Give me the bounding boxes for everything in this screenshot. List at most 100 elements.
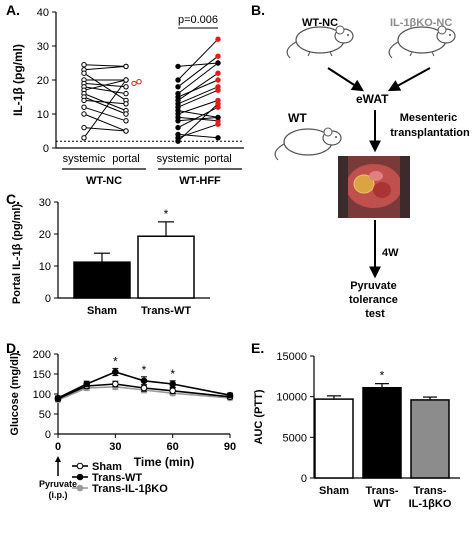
d-significance: * <box>142 363 147 377</box>
a-pair-line <box>177 62 219 67</box>
c-significance: * <box>164 207 169 221</box>
a-systemic-point <box>175 63 181 70</box>
a-y-tick-label: 0 <box>43 143 49 155</box>
d-point <box>140 384 148 392</box>
a-systemic-point <box>81 61 87 68</box>
a-portal-point <box>215 87 221 93</box>
c-y-axis-label: Portal IL-1β (pg/ml) <box>11 204 23 305</box>
a-pair-line <box>177 86 219 105</box>
d-legend-label: Trans-WT <box>92 472 142 484</box>
a-systemic-point <box>175 124 181 131</box>
a-pair-line <box>83 72 127 101</box>
mouse-il1bko-label: IL-1βKO-NC <box>390 17 452 29</box>
a-x-tick-label: portal <box>204 153 232 165</box>
a-pair-line <box>177 72 219 101</box>
a-pair-line <box>83 79 127 91</box>
e-bar <box>362 386 402 479</box>
c-bar <box>73 261 131 299</box>
a-portal-point <box>215 77 221 83</box>
a-pair-line <box>83 96 127 115</box>
mouse-wt-nc-label: WT-NC <box>302 17 338 29</box>
a-y-tick-label: 40 <box>37 7 49 19</box>
panel-label-c: C. <box>6 191 20 207</box>
panel-c-chart: 0 10 20 30 Portal IL-1β (pg/ml) Sham Trans-WT * <box>11 197 210 317</box>
mouse-il1bko-icon <box>388 25 456 59</box>
a-pair-line <box>177 38 219 81</box>
e-y-tick-label: 10000 <box>276 392 307 404</box>
d-series-line <box>57 385 231 401</box>
d-x-tick-label: 30 <box>109 441 121 453</box>
d-legend-label: Trans-IL-1βKO <box>92 483 168 495</box>
d-x-tick-label: 60 <box>167 441 179 453</box>
procedure-label: Mesenteric transplantation <box>390 112 470 139</box>
d-legend-marker <box>76 462 84 470</box>
d-y-tick-label: 150 <box>33 369 51 381</box>
c-category-label: Sham <box>87 305 117 317</box>
a-systemic-point <box>175 77 181 83</box>
a-group-label: WT-HFF <box>179 175 221 187</box>
d-point <box>112 380 119 388</box>
d-point <box>169 380 176 388</box>
panel-label-a: A. <box>6 2 20 18</box>
d-y-tick-label: 200 <box>33 349 51 361</box>
a-systemic-point <box>81 135 87 141</box>
a-pair-line <box>177 62 219 94</box>
a-portal-point <box>123 118 129 124</box>
d-legend-marker <box>76 473 84 481</box>
panel-label-d: D. <box>6 340 20 356</box>
a-pair-line <box>83 64 127 67</box>
e-significance: * <box>380 369 385 383</box>
c-y-tick-label: 0 <box>45 293 51 305</box>
a-pair-line <box>83 79 127 139</box>
e-y-tick-label: 0 <box>301 473 307 485</box>
a-portal-point <box>215 101 221 107</box>
a-y-tick-label: 20 <box>37 75 49 87</box>
a-p-value: p=0.006 <box>178 14 218 26</box>
d-point <box>83 380 90 388</box>
c-bar <box>137 235 195 299</box>
a-portal-point <box>123 90 129 97</box>
a-pair-line <box>83 99 127 105</box>
e-bar <box>314 398 354 479</box>
d-pyruvate-label: (i.p.) <box>49 490 68 500</box>
a-systemic-point <box>81 124 87 131</box>
a-y-tick-label: 30 <box>37 41 49 53</box>
a-x-tick-label: systemic <box>63 153 106 165</box>
e-category-label: IL-1βKO <box>409 498 452 510</box>
a-portal-point <box>123 128 129 134</box>
d-x-tick-label: 90 <box>224 441 236 453</box>
duration-label: 4W <box>382 247 399 259</box>
e-category-label: WT <box>373 498 390 510</box>
e-category-label: Trans- <box>413 485 446 497</box>
outcome-label: Pyruvate tolerance test <box>349 280 401 320</box>
c-category-label: Trans-WT <box>141 305 191 317</box>
a-pair-line <box>177 79 219 98</box>
panel-d-chart: 0 50 100 150 200 0 30 60 90 Glucose (mg/dl) Time (… <box>9 349 236 500</box>
d-point <box>54 394 62 402</box>
a-x-tick-label: systemic <box>157 153 200 165</box>
a-x-tick-label: portal <box>112 153 140 165</box>
a-portal-point <box>215 135 221 141</box>
mouse-wt-nc-icon <box>286 25 354 59</box>
a-portal-point <box>215 53 221 59</box>
recipient-label: WT <box>288 111 307 125</box>
a-y-tick-label: 10 <box>37 109 49 121</box>
d-x-axis-label: Time (min) <box>134 455 194 469</box>
e-bar <box>410 399 450 479</box>
a-portal-point <box>123 84 129 90</box>
a-pair-line <box>177 103 219 142</box>
d-point <box>169 387 176 395</box>
a-pair-line <box>83 65 127 71</box>
a-systemic-point <box>175 138 181 144</box>
a-portal-point <box>123 101 129 107</box>
panel-b-diagram: WT-NC IL-1βKO-NC eWAT WT Mesenteric tran… <box>274 17 470 320</box>
a-pair-line <box>83 113 127 132</box>
a-systemic-point <box>175 84 181 90</box>
d-legend-marker <box>76 484 84 492</box>
c-y-tick-label: 20 <box>39 229 51 241</box>
a-portal-point <box>215 70 221 76</box>
d-x-tick-label: 0 <box>55 441 61 453</box>
d-pyruvate-arrowhead <box>55 456 61 462</box>
d-significance: * <box>113 354 118 368</box>
